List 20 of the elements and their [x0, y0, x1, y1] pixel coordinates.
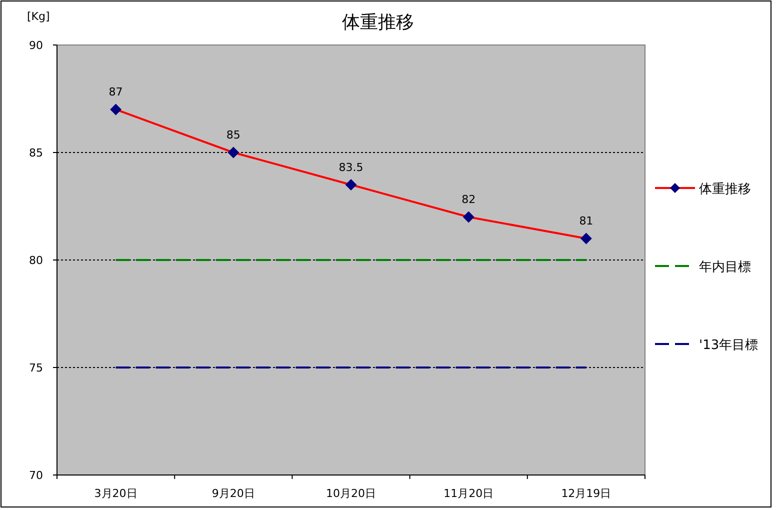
- x-tick-label: 3月20日: [94, 487, 138, 500]
- x-tick-label: 11月20日: [444, 487, 494, 500]
- data-label: 85: [226, 128, 240, 142]
- data-label: 83.5: [338, 160, 364, 174]
- data-label: 82: [462, 193, 476, 206]
- chart-title: 体重推移: [342, 12, 414, 33]
- y-tick-label: 90: [29, 39, 43, 52]
- x-tick-label: 12月19日: [561, 487, 612, 500]
- legend-label: 体重推移: [699, 182, 751, 197]
- y-tick-label: 75: [29, 362, 43, 374]
- x-tick-label: 9月20日: [212, 487, 255, 500]
- legend-label: '13年目標: [699, 338, 758, 353]
- x-tick-label: 10月20日: [326, 487, 376, 500]
- y-tick-label: 85: [29, 146, 43, 160]
- legend-label: 年内目標: [699, 260, 751, 275]
- data-label: 81: [579, 214, 594, 228]
- y-tick-label: 70: [29, 469, 43, 482]
- y-tick-label: 80: [29, 254, 43, 267]
- data-label: 87: [108, 86, 123, 98]
- y-axis-title: [Kg]: [27, 10, 50, 23]
